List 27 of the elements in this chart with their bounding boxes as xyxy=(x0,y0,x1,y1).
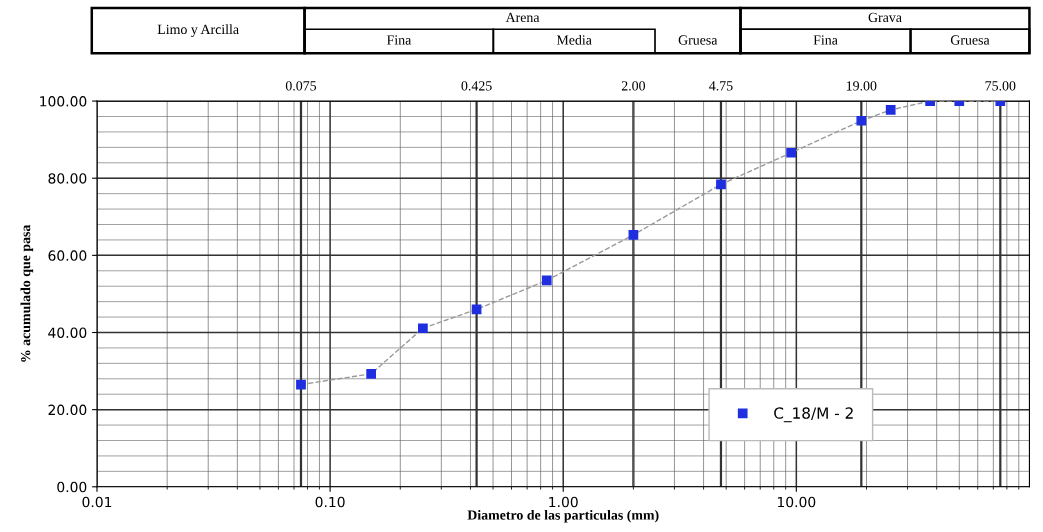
y-tick-label: 20.00 xyxy=(48,404,87,416)
x-tick-label: 0.01 xyxy=(82,496,112,508)
x-axis-title: Diametro de las particulas (mm) xyxy=(467,509,659,523)
text: Gruesa xyxy=(950,35,990,45)
text: Limo y Arcilla xyxy=(157,24,239,37)
y-tick-label: 0.00 xyxy=(57,481,87,493)
text: Fina xyxy=(813,35,838,45)
text: Gruesa xyxy=(678,35,718,45)
x-tick-label: 0.10 xyxy=(315,496,345,508)
y-tick-label: 60.00 xyxy=(48,250,87,261)
text: Fina xyxy=(387,35,412,45)
ref-line-label: 4.75 xyxy=(709,81,733,91)
ref-line-label: 0.425 xyxy=(461,81,492,91)
text: Media xyxy=(556,34,592,45)
y-tick-label: 100.00 xyxy=(40,96,87,107)
ref-line-label: 75.00 xyxy=(985,81,1016,91)
y-tick-label: 80.00 xyxy=(48,173,87,184)
y-axis-title: % acumulado que pasa xyxy=(20,224,34,362)
ref-line-label: 2.00 xyxy=(621,81,646,91)
ref-line-label: 0.075 xyxy=(285,81,317,91)
ref-line-label: 19.00 xyxy=(846,81,877,91)
y-tick-label: 40.00 xyxy=(48,327,87,338)
text: Grava xyxy=(868,12,902,23)
x-tick-label: 10.00 xyxy=(777,496,816,508)
legend-label: C_18/M - 2 xyxy=(774,407,853,423)
text: Arena xyxy=(505,12,540,23)
x-tick-label: 1.00 xyxy=(549,496,578,508)
